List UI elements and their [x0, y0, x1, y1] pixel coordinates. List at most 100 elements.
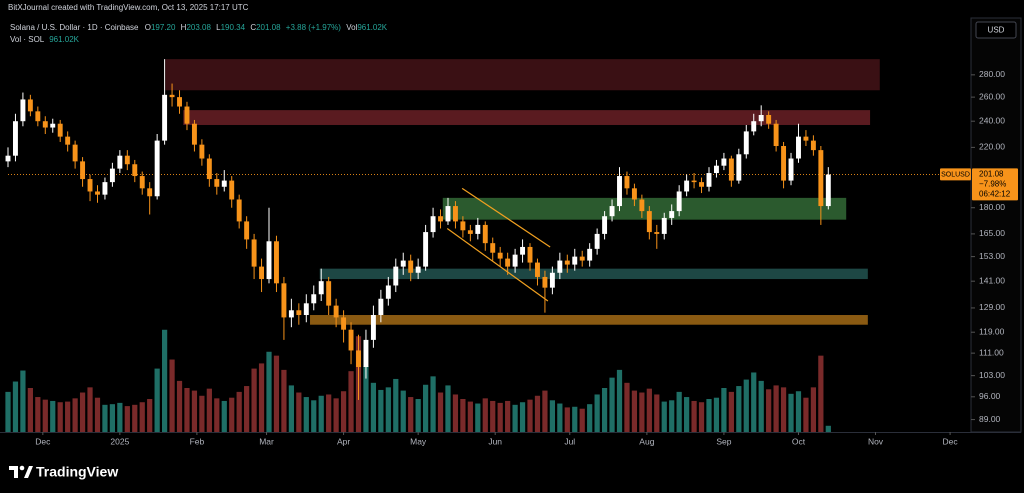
volume-bar	[296, 392, 302, 432]
candle-body	[617, 176, 622, 207]
candle-body	[624, 176, 630, 189]
y-tick-label: 96.00	[979, 391, 1001, 401]
volume-bar	[348, 371, 354, 432]
last-price-change: −7.98%	[979, 180, 1006, 189]
candle-body	[557, 260, 563, 273]
volume-bar	[572, 406, 578, 432]
candle-body	[318, 281, 324, 295]
volume-bar	[751, 372, 757, 432]
volume-bar	[303, 397, 309, 432]
candle-body	[699, 182, 704, 187]
volume-bar	[713, 397, 720, 432]
candle-body	[378, 298, 384, 316]
volume-bar	[788, 393, 794, 432]
candle-body	[132, 164, 138, 177]
volume-bar	[669, 400, 675, 432]
volume-bar	[221, 400, 227, 432]
volume-bar	[408, 397, 414, 432]
volume-bar	[184, 388, 190, 432]
volume-bar	[57, 402, 63, 432]
volume-bar	[795, 391, 802, 432]
candle-body	[229, 180, 235, 200]
ohlc-key: O	[145, 23, 151, 32]
ohlc-key: C	[250, 23, 256, 32]
candle-body	[549, 272, 555, 288]
volume-bar	[199, 395, 205, 432]
y-tick-label: 103.00	[979, 370, 1005, 380]
y-tick-label: 129.00	[979, 302, 1005, 312]
volume-bar	[266, 351, 272, 432]
candle-body	[206, 158, 212, 180]
price-axis-pane	[970, 17, 1022, 433]
candle-body	[333, 305, 339, 318]
y-tick-label: 165.00	[979, 228, 1005, 238]
ohlc-value: 203.08	[186, 23, 211, 32]
volume-bar	[154, 368, 160, 432]
candle-body	[341, 317, 347, 330]
volume-bar	[326, 394, 332, 432]
volume-bar	[437, 392, 444, 432]
candle-body	[520, 246, 526, 255]
legend-line: Solana / U.S. Dollar · 1D · Coinbase O19…	[10, 23, 388, 32]
volume-bar	[676, 391, 682, 432]
volume-bar	[236, 391, 242, 432]
candle-body	[251, 239, 257, 267]
volume-bar	[810, 387, 817, 432]
candle-body	[810, 140, 816, 151]
y-tick-label: 260.00	[979, 91, 1005, 101]
candle-body	[684, 180, 690, 192]
volume-bar	[594, 394, 600, 432]
currency[interactable]: USD	[988, 26, 1005, 35]
candle-body	[139, 176, 145, 189]
volume-bar	[497, 402, 503, 432]
candle-body	[348, 329, 354, 351]
candle-body	[430, 216, 436, 233]
x-tick-label: Mar	[259, 436, 274, 446]
volume-bar	[773, 385, 779, 432]
candle-body	[728, 158, 734, 181]
zone	[165, 59, 880, 91]
candle-body	[177, 97, 182, 107]
volume-bar	[161, 329, 168, 432]
volume-bar	[12, 381, 19, 432]
volume-bar	[273, 355, 280, 432]
candle-body	[796, 136, 801, 159]
volume-bar	[94, 397, 101, 432]
volume-bar	[661, 401, 667, 432]
currency-box[interactable]	[975, 21, 1017, 39]
volume-bar	[415, 399, 421, 432]
candle-body	[27, 99, 33, 112]
candle-body	[788, 158, 794, 181]
candle-body	[654, 232, 660, 234]
candle-body	[587, 248, 593, 261]
candle-body	[646, 211, 652, 233]
candle-body	[244, 221, 250, 240]
candle-body	[475, 224, 481, 234]
volume-bar	[124, 406, 130, 432]
candle-body	[109, 168, 115, 183]
credit: BitXJournal created with TradingView.com…	[8, 3, 249, 12]
candle-body	[266, 241, 272, 280]
x-tick-label: Nov	[868, 436, 884, 446]
candle-body	[467, 230, 473, 234]
volume-bar	[176, 380, 183, 432]
last-price-box	[972, 168, 1018, 201]
volume-bar	[318, 395, 324, 432]
candle-body	[393, 266, 399, 286]
candle-body	[326, 281, 332, 306]
volume-bar	[706, 399, 712, 432]
volume-bar	[825, 425, 831, 432]
volume-bar	[766, 389, 772, 432]
candle-body	[400, 260, 406, 267]
volume-bar	[72, 398, 78, 432]
x-tick-label: Jul	[564, 436, 575, 446]
volume-bar	[333, 398, 339, 432]
candle-body	[639, 199, 645, 212]
volume-bar	[430, 376, 436, 432]
candle-body	[281, 283, 287, 318]
volume-bar	[147, 399, 153, 432]
candle-body	[482, 224, 488, 244]
volume-legend-value: 961.02K	[49, 35, 79, 44]
candle-body	[35, 111, 41, 122]
